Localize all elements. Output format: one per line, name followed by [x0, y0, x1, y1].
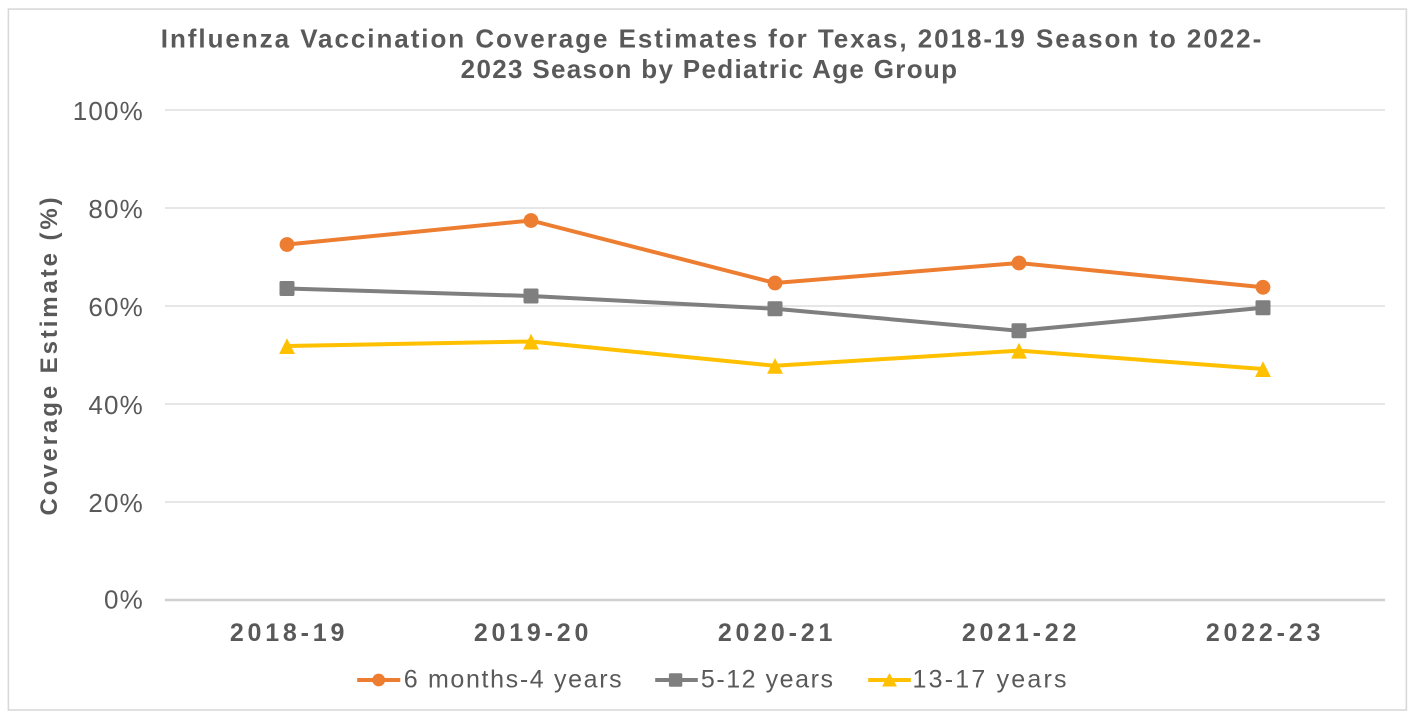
svg-text:40%: 40% — [88, 390, 144, 420]
svg-text:20%: 20% — [88, 488, 144, 518]
svg-text:6 months-4 years: 6 months-4 years — [404, 666, 624, 694]
svg-text:80%: 80% — [88, 194, 144, 224]
svg-text:2018-19: 2018-19 — [230, 619, 348, 647]
svg-text:5-12 years: 5-12 years — [701, 666, 835, 694]
svg-text:2020-21: 2020-21 — [718, 619, 836, 647]
svg-text:60%: 60% — [88, 292, 144, 322]
svg-text:13-17 years: 13-17 years — [913, 666, 1069, 694]
svg-text:2023 Season by Pediatric Age G: 2023 Season by Pediatric Age Group — [461, 54, 959, 84]
svg-text:100%: 100% — [73, 96, 144, 126]
svg-text:2021-22: 2021-22 — [962, 619, 1080, 647]
svg-text:2019-20: 2019-20 — [474, 619, 592, 647]
svg-text:0%: 0% — [104, 584, 144, 614]
svg-text:Coverage Estimate (%): Coverage Estimate (%) — [36, 194, 63, 515]
svg-text:2022-23: 2022-23 — [1206, 619, 1324, 647]
svg-text:Influenza Vaccination Coverage: Influenza Vaccination Coverage Estimates… — [161, 24, 1263, 54]
